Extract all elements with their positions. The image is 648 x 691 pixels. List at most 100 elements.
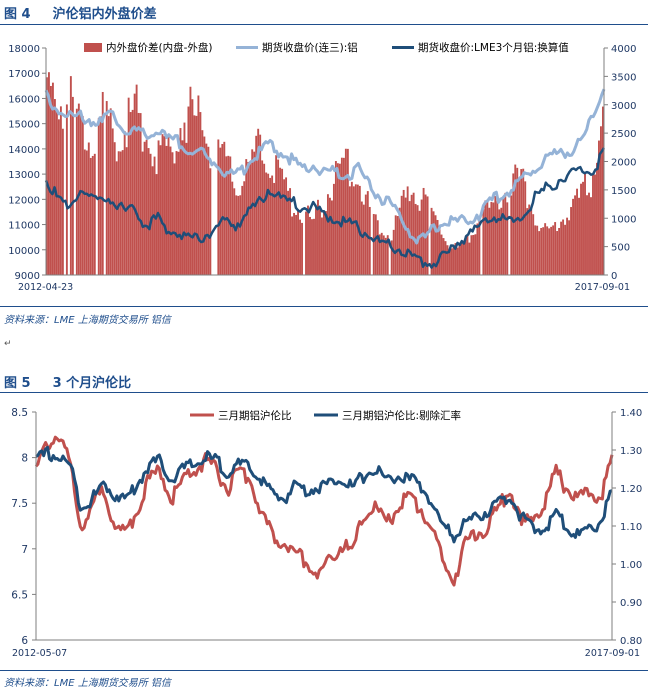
bar-price-spread — [396, 216, 399, 275]
bar-price-spread — [307, 205, 309, 275]
line-lme-aluminum — [44, 147, 606, 269]
bar-price-spread — [566, 217, 569, 275]
bar-price-spread — [161, 134, 164, 275]
bar-price-spread — [155, 174, 158, 275]
bar-price-spread — [291, 216, 294, 275]
bar-price-spread — [360, 201, 363, 275]
bar-price-spread — [386, 235, 389, 275]
y-tick-label-right: 1.40 — [620, 408, 642, 419]
bar-price-spread — [484, 200, 487, 275]
bar-price-spread — [452, 245, 455, 275]
bar-price-spread — [275, 155, 278, 275]
paragraph-mark: ↵ — [4, 339, 12, 349]
bar-price-spread — [273, 182, 276, 275]
bar-price-spread — [456, 247, 459, 275]
bar-price-spread — [516, 167, 519, 275]
bar-price-spread — [584, 172, 586, 275]
y-tick-label-right: 4000 — [611, 44, 636, 55]
bar-price-spread — [65, 104, 68, 275]
bar-price-spread — [277, 159, 280, 275]
bar-price-spread — [500, 207, 503, 275]
bar-price-spread — [93, 153, 96, 275]
bar-price-spread — [46, 77, 48, 275]
bar-price-spread — [323, 211, 325, 275]
bar-price-spread — [181, 140, 184, 275]
bar-price-spread — [458, 244, 461, 275]
bar-price-spread — [474, 234, 477, 275]
bar-price-spread — [173, 163, 176, 275]
bar-price-spread — [340, 157, 343, 275]
line-shfe-aluminum — [44, 88, 606, 245]
bar-price-spread — [97, 117, 100, 275]
bar-price-spread — [189, 86, 192, 275]
bar-price-spread — [287, 190, 290, 275]
bar-price-spread — [530, 208, 533, 275]
bar-price-spread — [267, 173, 270, 275]
bar-price-spread — [81, 116, 84, 276]
bar-price-spread — [101, 91, 104, 275]
bar-price-spread — [384, 237, 387, 275]
bar-price-spread — [69, 76, 72, 275]
bar-price-spread — [592, 174, 594, 275]
figure4-top-rule — [0, 24, 648, 25]
bar-price-spread — [319, 209, 321, 275]
y-tick-label-left: 9000 — [15, 271, 40, 282]
bar-price-spread — [151, 166, 154, 275]
bar-price-spread — [382, 235, 385, 275]
y-tick-label-right: 0.80 — [620, 636, 642, 647]
bar-price-spread — [454, 243, 457, 275]
figure5-label: 图 5 — [4, 376, 31, 391]
bar-price-spread — [325, 211, 327, 275]
bar-price-spread — [309, 216, 311, 275]
bar-price-spread — [390, 240, 393, 275]
bar-price-spread — [588, 192, 590, 275]
bar-price-spread — [197, 95, 200, 275]
bar-price-spread — [229, 156, 232, 275]
figure5-source: 资料来源：LME 上海期货交易所 铝信 — [4, 678, 171, 689]
bar-price-spread — [89, 157, 92, 275]
bar-price-spread — [466, 234, 469, 275]
bar-price-spread — [556, 231, 559, 275]
y-tick-label-right: 3500 — [611, 72, 636, 83]
bar-price-spread — [402, 189, 405, 275]
y-tick-label-right: 2500 — [611, 129, 636, 140]
bar-price-spread — [540, 227, 543, 275]
bar-price-spread — [47, 72, 50, 275]
bar-price-spread — [444, 241, 447, 275]
figure4-label: 图 4 — [4, 7, 31, 22]
bar-price-spread — [586, 195, 588, 275]
bar-price-spread — [315, 207, 317, 275]
bar-price-spread — [71, 96, 74, 275]
bar-price-spread — [109, 108, 112, 275]
bar-price-spread — [237, 195, 240, 275]
bar-price-spread — [502, 196, 505, 275]
bar-price-spread — [482, 209, 485, 275]
bar-price-spread — [243, 181, 246, 275]
y-tick-label-right: 0.90 — [620, 598, 642, 609]
y-tick-label-right: 1.20 — [620, 484, 642, 495]
bar-price-spread — [83, 149, 86, 275]
chart-figure4: 9000100001100012000130001400015000160001… — [8, 41, 636, 293]
bar-price-spread — [299, 219, 301, 275]
bar-price-spread — [602, 106, 604, 275]
bar-price-spread — [297, 209, 299, 275]
bar-price-spread — [446, 245, 449, 275]
bar-price-spread — [434, 215, 437, 275]
bar-price-spread — [544, 223, 547, 275]
bar-price-spread — [217, 139, 220, 275]
figure4-title: 图 4 沪伦铝内外盘价差 — [4, 3, 157, 22]
y-tick-label-right: 3000 — [611, 101, 636, 112]
bar-price-spread — [372, 214, 375, 275]
bar-price-spread — [203, 136, 206, 275]
bar-price-spread — [450, 248, 453, 275]
bar-price-spread — [227, 155, 230, 275]
bar-price-spread — [265, 172, 268, 275]
bar-price-spread — [251, 149, 254, 275]
y-tick-label-right: 1.10 — [620, 522, 642, 533]
bar-price-spread — [520, 169, 523, 275]
bar-price-spread — [249, 163, 252, 275]
bar-price-spread — [538, 231, 541, 275]
bar-price-spread — [293, 212, 295, 275]
y-tick-label-left: 17000 — [8, 69, 40, 80]
bar-price-spread — [560, 221, 563, 275]
